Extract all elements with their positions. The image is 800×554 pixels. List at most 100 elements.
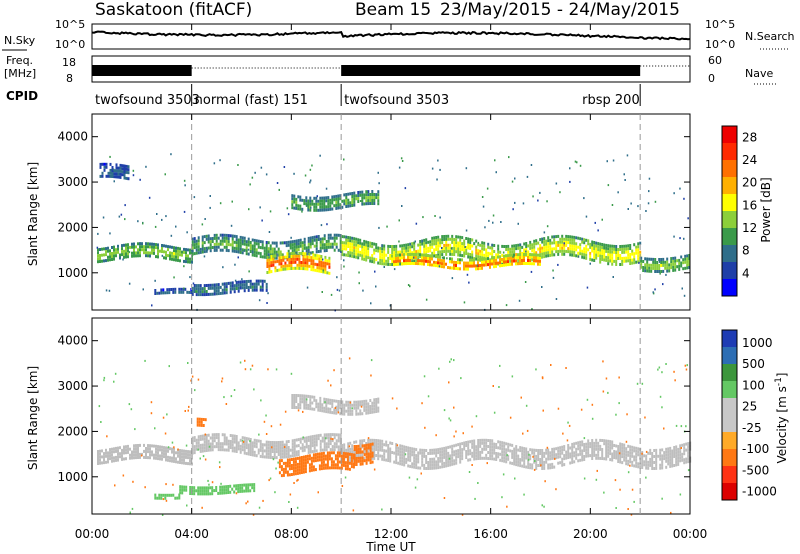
- scatter-cell: [551, 462, 554, 466]
- scatter-cell: [453, 244, 456, 247]
- scatter-cell: [577, 453, 580, 457]
- noise-point: [465, 229, 468, 232]
- scatter-cell: [160, 496, 163, 500]
- scatter-cell: [135, 251, 137, 255]
- scatter-cell: [201, 293, 204, 297]
- scatter-cell: [181, 488, 184, 492]
- scatter-cell: [175, 258, 177, 262]
- scatter-cell: [119, 446, 121, 450]
- scatter-cell: [189, 251, 191, 255]
- noise-point: [114, 484, 116, 487]
- scatter-cell: [633, 449, 636, 453]
- colorbar-tick-label: 12: [742, 221, 757, 235]
- scatter-cell: [255, 282, 258, 286]
- scatter-cell: [145, 453, 147, 456]
- colorbar-segment: [722, 483, 737, 500]
- scatter-cell: [267, 455, 270, 459]
- scatter-cell: [277, 450, 280, 453]
- scatter-cell: [609, 253, 612, 257]
- scatter-cell: [309, 196, 312, 200]
- scatter-cell: [513, 456, 516, 460]
- scatter-cell: [629, 256, 632, 259]
- noise-point: [550, 364, 552, 366]
- scatter-cell: [241, 242, 244, 246]
- scatter-cell: [219, 488, 222, 492]
- scatter-cell: [497, 452, 500, 456]
- scatter-cell: [459, 454, 462, 458]
- scatter-cell: [431, 263, 433, 267]
- scatter-cell: [287, 452, 290, 455]
- scatter-cell: [623, 259, 626, 263]
- noise-point: [249, 368, 252, 371]
- scatter-cell: [316, 455, 319, 459]
- scatter-cell: [341, 205, 344, 209]
- scatter-cell: [315, 405, 318, 409]
- noise-point: [569, 167, 571, 170]
- noise-point: [633, 500, 635, 503]
- scatter-cell: [333, 408, 336, 412]
- scatter-cell: [321, 448, 324, 452]
- scatter-cell: [625, 456, 628, 460]
- scatter-cell: [329, 442, 332, 446]
- scatter-cell: [543, 463, 546, 467]
- scatter-cell: [411, 447, 414, 451]
- scatter-cell: [161, 250, 163, 253]
- scatter-cell: [183, 461, 185, 465]
- scatter-cell: [321, 436, 324, 440]
- scatter-cell: [433, 239, 436, 243]
- scatter-cell: [323, 406, 326, 410]
- scatter-cell: [287, 255, 290, 259]
- noise-point: [520, 396, 522, 399]
- scatter-cell: [351, 201, 354, 204]
- scatter-cell: [399, 444, 402, 448]
- scatter-cell: [399, 259, 401, 263]
- scatter-cell: [425, 238, 428, 242]
- scatter-cell: [286, 464, 289, 468]
- noise-point: [555, 488, 557, 491]
- scatter-cell: [285, 446, 288, 450]
- scatter-cell: [201, 449, 204, 453]
- scatter-cell: [309, 407, 312, 411]
- noise-point: [537, 199, 539, 202]
- colorbar-segment: [722, 381, 737, 398]
- scatter-cell: [505, 254, 507, 258]
- scatter-cell: [383, 449, 386, 453]
- scatter-cell: [511, 455, 514, 459]
- scatter-cell: [209, 442, 212, 446]
- scatter-cell: [595, 241, 598, 245]
- scatter-cell: [507, 247, 510, 251]
- scatter-cell: [257, 282, 260, 286]
- noise-point: [476, 264, 479, 267]
- noise-point: [449, 360, 451, 363]
- colorbar-segment: [722, 262, 737, 279]
- scatter-cell: [127, 444, 129, 448]
- scatter-cell: [199, 486, 202, 490]
- y-tick-label: 4000: [57, 334, 88, 348]
- noise-point: [541, 286, 543, 288]
- scatter-cell: [535, 256, 537, 260]
- scatter-cell: [282, 264, 285, 268]
- scatter-cell: [99, 165, 102, 169]
- scatter-cell: [251, 247, 254, 251]
- colorbar-tick-label: -100: [742, 442, 769, 456]
- scatter-cell: [459, 445, 462, 449]
- scatter-cell: [307, 242, 310, 246]
- scatter-cell: [249, 285, 252, 289]
- noise-point: [522, 432, 524, 435]
- noise-point: [242, 241, 244, 244]
- scatter-cell: [209, 292, 212, 296]
- scatter-cell: [309, 199, 312, 203]
- scatter-cell: [443, 256, 445, 260]
- scatter-cell: [565, 249, 568, 253]
- scatter-cell: [687, 457, 690, 461]
- scatter-cell: [375, 407, 378, 410]
- scatter-cell: [569, 241, 572, 245]
- scatter-cell: [329, 439, 332, 443]
- noise-point: [334, 407, 337, 409]
- scatter-cell: [417, 454, 420, 458]
- scatter-cell: [459, 442, 462, 446]
- scatter-cell: [387, 450, 390, 453]
- scatter-cell: [355, 412, 358, 416]
- scatter-cell: [217, 442, 220, 446]
- scatter-cell: [185, 455, 187, 459]
